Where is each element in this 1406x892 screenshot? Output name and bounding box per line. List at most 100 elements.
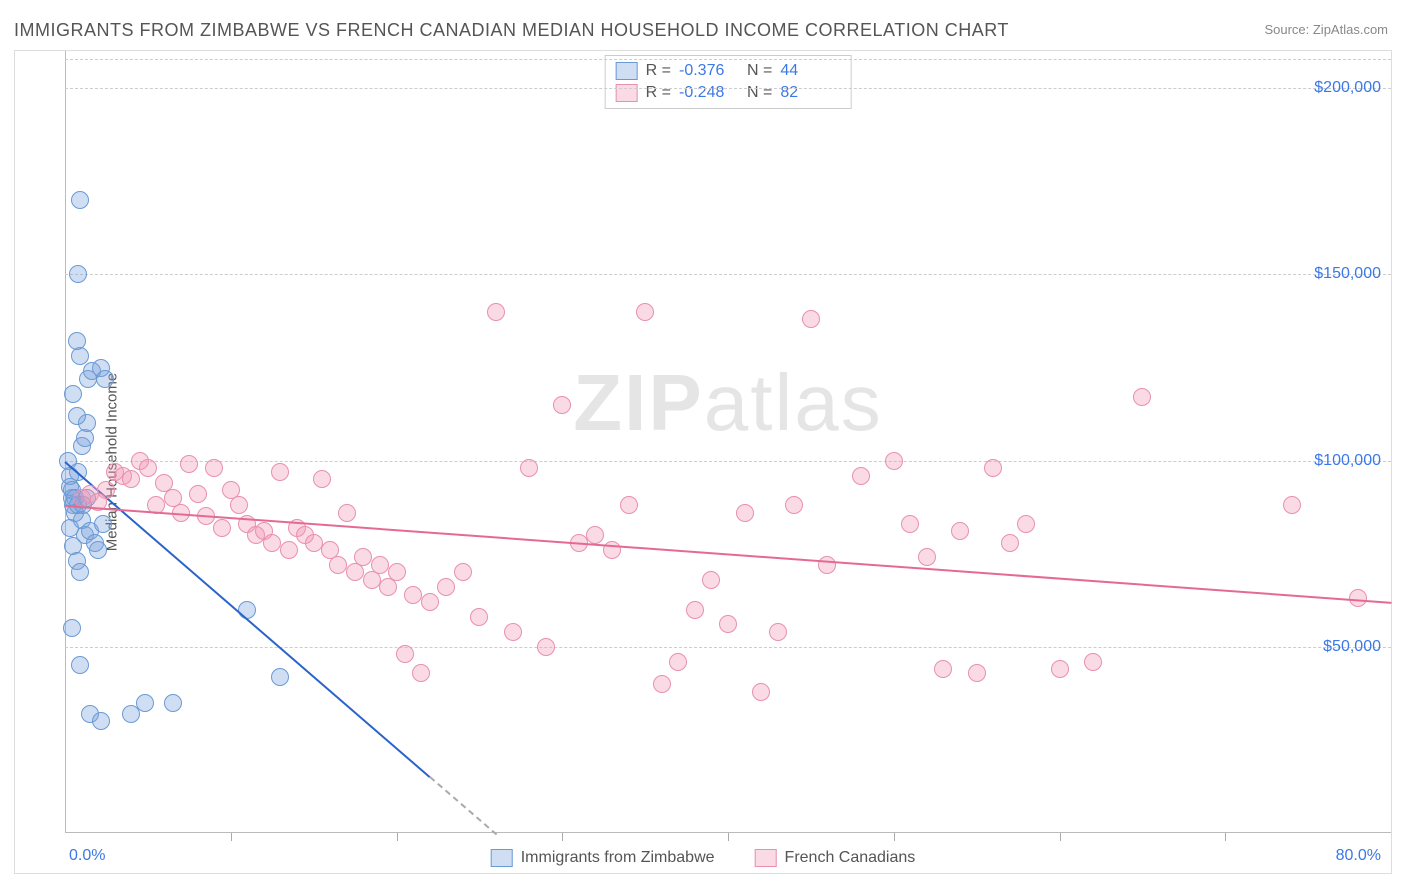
data-point [71, 191, 89, 209]
data-point [934, 660, 952, 678]
stats-row-1: R = -0.248 N = 82 [616, 82, 841, 104]
data-point [71, 563, 89, 581]
x-tick [562, 833, 563, 841]
data-point [885, 452, 903, 470]
legend-swatch-0 [491, 849, 513, 867]
n-value-1: 82 [780, 84, 840, 102]
r-label: R = [646, 84, 671, 102]
n-label: N = [747, 62, 772, 80]
data-point [404, 586, 422, 604]
legend-swatch-1 [755, 849, 777, 867]
x-tick-label-max: 80.0% [1336, 847, 1381, 865]
data-point [1001, 534, 1019, 552]
r-label: R = [646, 62, 671, 80]
data-point [263, 534, 281, 552]
data-point [136, 694, 154, 712]
trend-line [429, 776, 497, 835]
n-value-0: 44 [780, 62, 840, 80]
data-point [769, 623, 787, 641]
data-point [818, 556, 836, 574]
data-point [68, 407, 86, 425]
data-point [89, 541, 107, 559]
data-point [64, 385, 82, 403]
data-point [470, 608, 488, 626]
data-point [388, 563, 406, 581]
data-point [96, 370, 114, 388]
data-point [92, 712, 110, 730]
data-point [586, 526, 604, 544]
data-point [396, 645, 414, 663]
data-point [421, 593, 439, 611]
data-point [1084, 653, 1102, 671]
x-tick [397, 833, 398, 841]
stats-row-0: R = -0.376 N = 44 [616, 60, 841, 82]
data-point [94, 515, 112, 533]
swatch-series-0 [616, 62, 638, 80]
trend-line [65, 505, 1391, 604]
source-label: Source: ZipAtlas.com [1264, 22, 1388, 37]
data-point [454, 563, 472, 581]
data-point [63, 619, 81, 637]
data-point [785, 496, 803, 514]
data-point [305, 534, 323, 552]
data-point [71, 656, 89, 674]
chart-container: Median Household Income ZIPatlas R = -0.… [14, 50, 1392, 874]
data-point [918, 548, 936, 566]
r-value-1: -0.248 [679, 84, 739, 102]
data-point [669, 653, 687, 671]
y-tick-label: $100,000 [1314, 452, 1381, 470]
data-point [437, 578, 455, 596]
data-point [537, 638, 555, 656]
data-point [736, 504, 754, 522]
data-point [984, 459, 1002, 477]
x-tick-label-min: 0.0% [69, 847, 105, 865]
gridline [65, 461, 1391, 462]
gridline [65, 88, 1391, 89]
data-point [271, 668, 289, 686]
legend-item-1: French Canadians [755, 849, 916, 867]
data-point [951, 522, 969, 540]
data-point [719, 615, 737, 633]
data-point [329, 556, 347, 574]
data-point [189, 485, 207, 503]
data-point [230, 496, 248, 514]
data-point [271, 463, 289, 481]
data-point [139, 459, 157, 477]
data-point [1133, 388, 1151, 406]
chart-title: IMMIGRANTS FROM ZIMBABWE VS FRENCH CANAD… [14, 20, 1009, 41]
data-point [968, 664, 986, 682]
data-point [852, 467, 870, 485]
r-value-0: -0.376 [679, 62, 739, 80]
data-point [702, 571, 720, 589]
data-point [752, 683, 770, 701]
x-tick [1225, 833, 1226, 841]
data-point [1051, 660, 1069, 678]
data-point [354, 548, 372, 566]
data-point [280, 541, 298, 559]
data-point [371, 556, 389, 574]
data-point [802, 310, 820, 328]
data-point [180, 455, 198, 473]
data-point [487, 303, 505, 321]
x-tick [231, 833, 232, 841]
swatch-series-1 [616, 84, 638, 102]
data-point [205, 459, 223, 477]
data-point [620, 496, 638, 514]
y-tick-label: $50,000 [1323, 638, 1381, 656]
data-point [69, 265, 87, 283]
legend-label-0: Immigrants from Zimbabwe [521, 849, 715, 867]
x-tick [894, 833, 895, 841]
data-point [213, 519, 231, 537]
data-point [338, 504, 356, 522]
legend-item-0: Immigrants from Zimbabwe [491, 849, 715, 867]
data-point [1283, 496, 1301, 514]
plot-area: ZIPatlas R = -0.376 N = 44 R = -0.248 N … [65, 51, 1391, 833]
data-point [122, 470, 140, 488]
data-point [636, 303, 654, 321]
data-point [686, 601, 704, 619]
legend-label-1: French Canadians [785, 849, 916, 867]
data-point [553, 396, 571, 414]
gridline [65, 647, 1391, 648]
data-point [412, 664, 430, 682]
data-point [164, 694, 182, 712]
